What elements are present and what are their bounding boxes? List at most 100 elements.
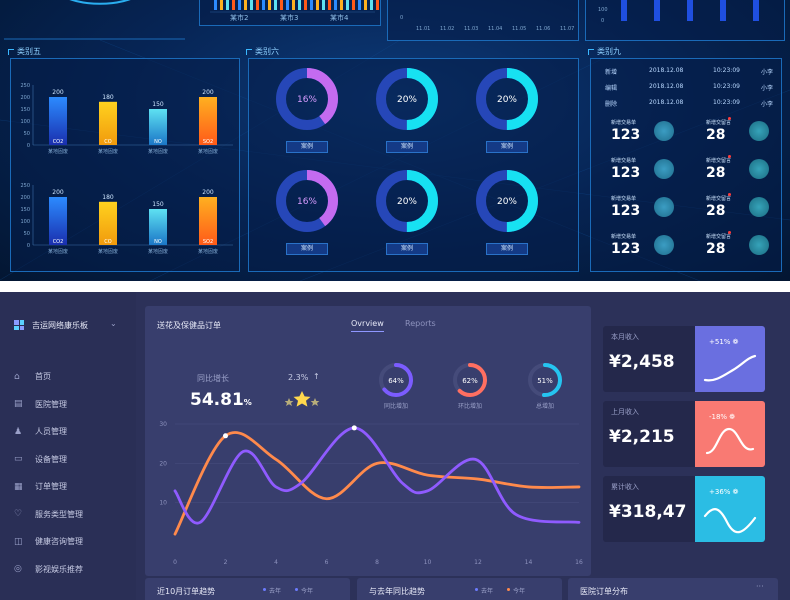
donut-percent: 16% bbox=[297, 95, 317, 105]
stub-bar bbox=[292, 0, 295, 10]
bar-co bbox=[99, 201, 117, 245]
sparkline-path bbox=[705, 427, 755, 455]
legend-dot-icon bbox=[263, 588, 266, 591]
tab-overview[interactable]: Ovrview bbox=[351, 319, 384, 332]
y-tick: 100 bbox=[20, 219, 30, 225]
stub-bar bbox=[364, 0, 367, 10]
donut-slice bbox=[476, 68, 538, 130]
stub-tick: 11.06 bbox=[536, 26, 551, 32]
stub-bar bbox=[220, 0, 223, 10]
sidebar-item-5[interactable]: ♡ 服务类型管理 bbox=[14, 509, 83, 520]
bottom-panel-2: 医院订单分布 ··· bbox=[568, 578, 778, 600]
ring-label: 同比增加 bbox=[384, 402, 408, 410]
bottom-panel-title: 近10月订单趋势 bbox=[157, 587, 216, 596]
stat-globe-icon bbox=[749, 159, 769, 179]
income-delta: +51% ❁ bbox=[709, 338, 739, 346]
legend-label: 今年 bbox=[301, 588, 314, 595]
monitor-icon: ▭ bbox=[14, 454, 23, 464]
x-tick-label: 2 bbox=[224, 559, 228, 566]
line-chart: 30 20 10 0 2 4 6 8 10 12 14 16 bbox=[159, 421, 583, 566]
legend-label: 去年 bbox=[481, 588, 494, 595]
donut-slice bbox=[376, 68, 438, 130]
app-title: 吉运网络康乐板 bbox=[32, 321, 88, 330]
bar-series-label: NO bbox=[154, 139, 162, 145]
stub-bar bbox=[316, 0, 319, 10]
stub-ytick-right-1: 0 bbox=[601, 18, 605, 24]
stub-gauge-panel bbox=[0, 0, 190, 42]
star-rating bbox=[285, 391, 320, 407]
stat-value: 28 bbox=[706, 165, 726, 181]
bar-co2 bbox=[49, 197, 67, 245]
sparkline bbox=[703, 508, 757, 534]
donut-case-button[interactable]: 案例 bbox=[386, 243, 428, 255]
donut-case-button[interactable]: 案例 bbox=[486, 243, 528, 255]
donut-case-button[interactable]: 案例 bbox=[286, 243, 328, 255]
sidebar-item-1[interactable]: ▤ 医院管理 bbox=[14, 399, 67, 410]
donut-percent: 20% bbox=[497, 197, 517, 207]
bar-value-label: 150 bbox=[152, 101, 164, 108]
collapse-chevron-icon[interactable]: ⌄ bbox=[110, 319, 117, 328]
y-tick: 50 bbox=[24, 231, 30, 237]
y-tick: 200 bbox=[20, 95, 30, 101]
sidebar-item-7[interactable]: ◎ 影视娱乐推荐 bbox=[14, 564, 83, 575]
donut-case-button[interactable]: 案例 bbox=[386, 141, 428, 153]
donut-case-button[interactable]: 案例 bbox=[486, 141, 528, 153]
income-card-2: 累计收入 ¥318,47 +36% ❁ bbox=[603, 476, 765, 542]
legend-label: 今年 bbox=[513, 588, 526, 595]
stub-bar bbox=[238, 0, 241, 10]
stub-bar bbox=[268, 0, 271, 10]
bar-series-label: CO bbox=[104, 239, 111, 245]
log-time: 10:23:09 bbox=[713, 67, 740, 74]
more-icon[interactable]: ··· bbox=[756, 582, 764, 591]
income-label: 上月收入 bbox=[611, 408, 639, 416]
stub-bar-panel: 某市2 某市3 某市4 bbox=[199, 0, 381, 26]
tab-reports[interactable]: Reports bbox=[405, 319, 436, 328]
dark-dashboard-section: 某市2 某市3 某市4 0 11.01 11.02 11.03 11.04 11.05 1… bbox=[0, 0, 790, 281]
donut-case-button[interactable]: 案例 bbox=[286, 141, 328, 153]
alert-dot-icon bbox=[728, 155, 731, 158]
x-tick-label: 8 bbox=[375, 559, 379, 566]
star-icon bbox=[293, 391, 311, 407]
stub-bar bbox=[286, 0, 289, 10]
sidebar-item-6[interactable]: ◫ 健康咨询管理 bbox=[14, 536, 83, 547]
bottom-panel-1: 与去年同比趋势 去年 今年 bbox=[357, 578, 562, 600]
x-tick-label: 16 bbox=[575, 559, 583, 566]
bar-category-label: 某地固废 bbox=[198, 148, 218, 155]
y-tick: 250 bbox=[20, 183, 30, 189]
stat-value: 123 bbox=[611, 203, 641, 219]
sidebar-item-2[interactable]: ♟ 人员管理 bbox=[14, 426, 67, 437]
stub-tick: 11.05 bbox=[512, 26, 527, 32]
legend-label: 去年 bbox=[269, 588, 282, 595]
bar-value-label: 200 bbox=[202, 89, 214, 96]
panel9: 新增 2018.12.08 10:23:09 小李 编辑 2018.12.08 10:23:… bbox=[590, 58, 782, 272]
y-tick-label: 30 bbox=[159, 421, 167, 428]
stub-tick: 11.01 bbox=[416, 26, 431, 32]
sidebar-item-label: 订单管理 bbox=[35, 482, 67, 491]
bar-value-label: 180 bbox=[102, 194, 114, 201]
donut-percent: 20% bbox=[397, 197, 417, 207]
stub-bar bbox=[358, 0, 361, 10]
income-card-0: 本月收入 ¥2,458 +51% ❁ bbox=[603, 326, 765, 392]
sidebar-item-4[interactable]: ▦ 订单管理 bbox=[14, 481, 67, 492]
stub-bar bbox=[226, 0, 229, 10]
stat-value: 28 bbox=[706, 127, 726, 143]
stub-bar bbox=[352, 0, 355, 10]
sidebar-item-3[interactable]: ▭ 设备管理 bbox=[14, 454, 67, 465]
stat-label: 新增交留言 bbox=[706, 196, 732, 202]
bottom-panel-0: 近10月订单趋势 去年 今年 bbox=[145, 578, 350, 600]
stub-bars bbox=[210, 0, 379, 13]
stub-bar bbox=[334, 0, 337, 10]
stat-label: 新增交留言 bbox=[706, 234, 732, 240]
stat-value: 28 bbox=[706, 241, 726, 257]
sidebar-item-label: 人员管理 bbox=[35, 427, 67, 436]
stub-label-1: 某市2 bbox=[230, 14, 249, 22]
stat-value: 123 bbox=[611, 241, 641, 257]
panel6-donuts: 16% 20% 20% 16% 20% 20% bbox=[276, 68, 538, 232]
bottom-panel-title: 与去年同比趋势 bbox=[369, 587, 425, 596]
bar-so2 bbox=[199, 197, 217, 245]
sidebar-item-0[interactable]: ⌂ 首页 bbox=[14, 371, 51, 382]
donut-percent: 16% bbox=[297, 197, 317, 207]
x-tick-label: 14 bbox=[525, 559, 533, 566]
income-amount: ¥2,215 bbox=[609, 427, 675, 447]
ring-percent: 51% bbox=[537, 377, 553, 385]
